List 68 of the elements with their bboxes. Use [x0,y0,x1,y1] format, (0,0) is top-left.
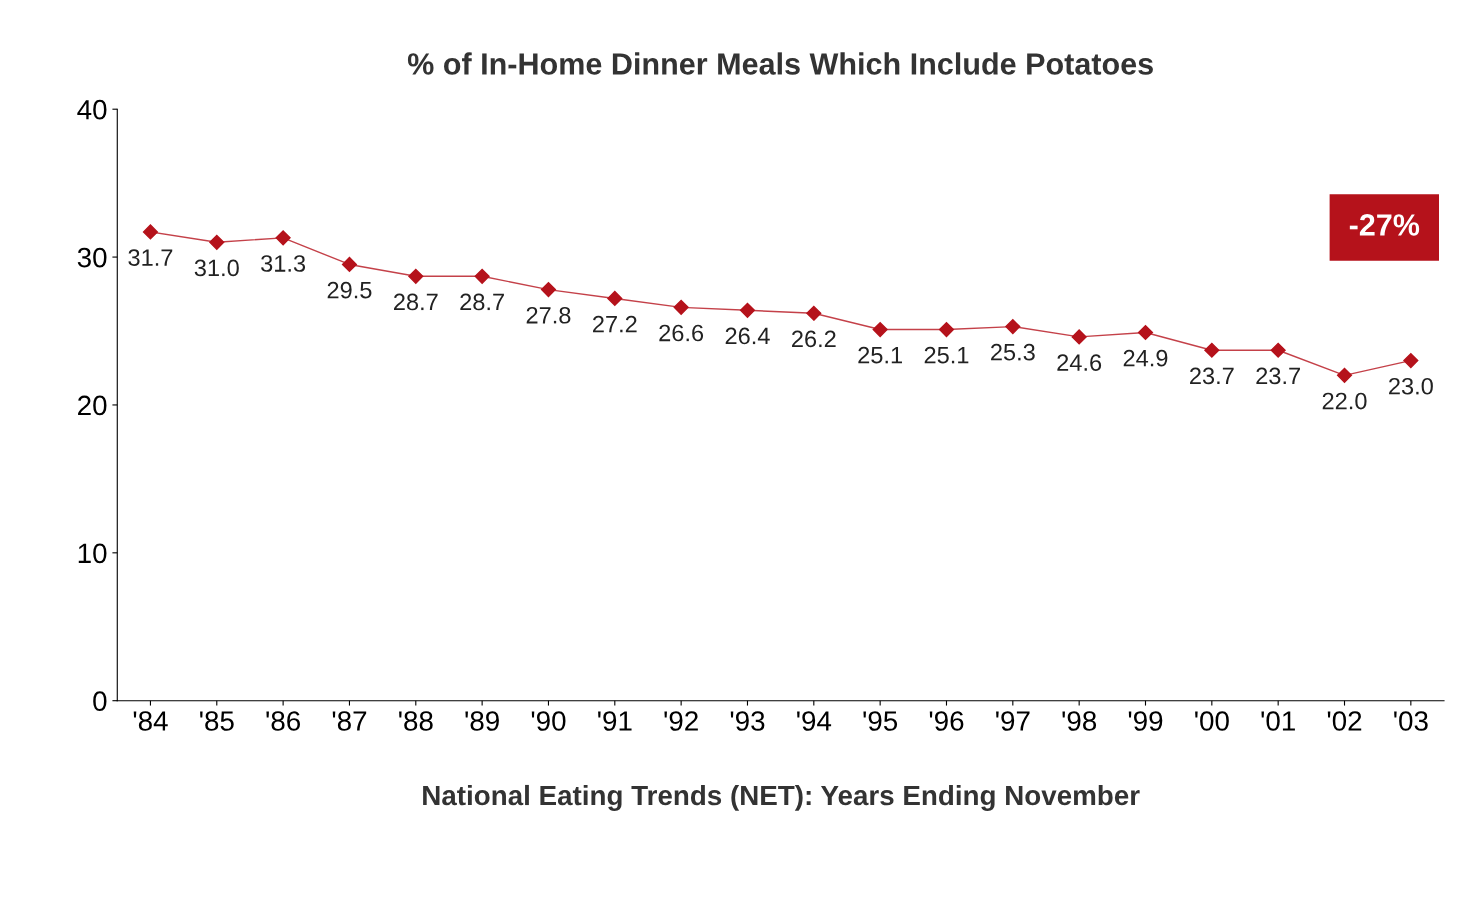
point [806,305,822,321]
point [1270,342,1286,358]
x-tick-label: '88 [399,711,433,731]
point [540,282,557,298]
data-label: 26.4 [725,327,770,345]
x-tick-label: '97 [996,711,1030,731]
y-tick-label: 40 [77,99,107,120]
data-label: 31.3 [261,255,306,272]
point [1005,319,1021,335]
point [1071,329,1087,345]
point [1204,342,1220,358]
point [275,230,291,246]
point [474,268,490,284]
point [142,224,159,240]
data-label: 26.2 [792,330,836,348]
y-tick-label: 30 [77,247,107,268]
data-label: 25.3 [991,343,1035,361]
x-tick-label: '84 [133,711,168,731]
data-label: 25.1 [858,346,902,364]
x-tick-label: '94 [797,711,832,731]
x-tick-label: '99 [1128,711,1163,731]
data-label: 24.6 [1057,354,1102,371]
chart-title: % of In-Home Dinner Meals Which Include Potatoes [407,52,1153,75]
data-label: 31.7 [128,249,173,266]
x-tick-label: '00 [1195,711,1229,731]
data-label: 29.5 [327,281,372,299]
point [607,290,623,307]
x-tick-label: '98 [1062,711,1097,731]
x-tick-label: '01 [1261,711,1295,731]
x-tick-label: '93 [730,711,765,731]
x-tick-label: '95 [863,711,898,731]
x-tick-label: '92 [664,711,698,731]
data-label: 26.6 [659,324,704,342]
x-tick-label: '02 [1327,711,1362,731]
x-tick-label: '86 [266,711,300,731]
x-tick-label: '03 [1394,711,1428,731]
data-label: 23.0 [1389,377,1433,395]
x-tick-label: '89 [465,711,499,731]
point [209,234,225,250]
data-label: 27.2 [593,315,637,333]
data-label: 27.8 [526,306,571,324]
x-tick-label: '87 [332,711,367,731]
data-label: 25.1 [924,346,969,364]
annotation: -27% [1349,214,1420,236]
point [1403,353,1419,369]
point [739,302,756,318]
data-label: 24.9 [1123,349,1168,367]
y-tick-label: 0 [93,691,107,712]
data-label: 31.0 [194,259,239,277]
x-axis-title: National Eating Trends (NET): Years Ending November [423,784,1140,811]
x-tick-label: '90 [531,711,566,731]
x-tick-label: '96 [929,711,964,731]
point [1137,324,1154,341]
data-label: 23.7 [1190,367,1234,385]
data-label: 28.7 [460,293,504,311]
point [938,321,955,338]
x-tick-label: '85 [200,711,234,731]
y-tick-label: 20 [78,395,107,416]
y-tick-label: 10 [78,543,107,564]
data-label: 22.0 [1322,392,1367,410]
point [1336,367,1353,383]
data-label: 28.7 [394,293,438,311]
x-tick-label: '91 [598,711,632,731]
point [341,256,358,273]
point [872,321,888,338]
point [673,299,689,315]
data-label: 23.7 [1256,367,1300,385]
point [408,268,424,284]
